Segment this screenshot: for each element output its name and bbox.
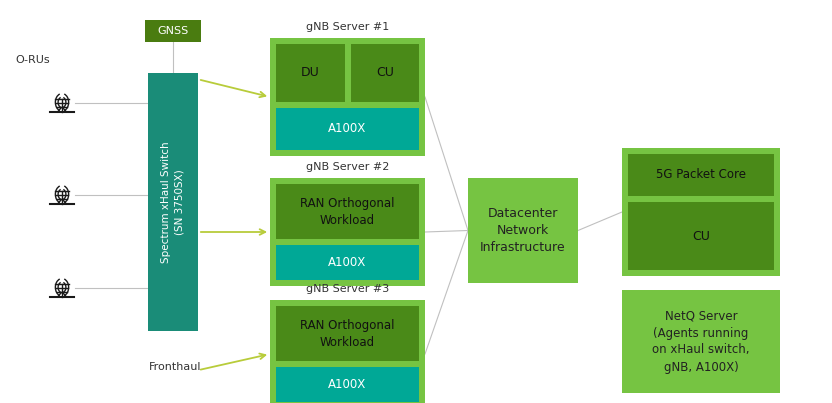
Bar xyxy=(276,108,419,150)
Text: A100X: A100X xyxy=(329,256,367,269)
Text: Datacenter
Network
Infrastructure: Datacenter Network Infrastructure xyxy=(480,207,566,254)
Text: RAN Orthogonal
Workload: RAN Orthogonal Workload xyxy=(300,318,394,349)
Text: GNSS: GNSS xyxy=(157,26,189,36)
Bar xyxy=(148,73,198,331)
Text: CU: CU xyxy=(376,66,394,79)
Text: Fronthaul: Fronthaul xyxy=(149,362,201,372)
Bar xyxy=(622,290,780,393)
Bar xyxy=(628,154,774,196)
Bar xyxy=(276,367,419,402)
Bar xyxy=(276,245,419,280)
Text: A100X: A100X xyxy=(329,378,367,391)
Bar xyxy=(276,306,419,361)
Text: CU: CU xyxy=(692,229,710,243)
Text: NetQ Server
(Agents running
on xHaul switch,
gNB, A100X): NetQ Server (Agents running on xHaul swi… xyxy=(652,310,750,374)
Bar xyxy=(270,178,425,286)
Text: RAN Orthogonal
Workload: RAN Orthogonal Workload xyxy=(300,197,394,226)
Text: Spectrum xHaul Switch
(SN 3750SX): Spectrum xHaul Switch (SN 3750SX) xyxy=(161,141,185,263)
Bar xyxy=(628,202,774,270)
Text: gNB Server #1: gNB Server #1 xyxy=(306,22,389,32)
Bar xyxy=(350,44,419,102)
Bar xyxy=(270,300,425,403)
Bar xyxy=(270,38,425,156)
Text: gNB Server #3: gNB Server #3 xyxy=(306,284,389,294)
Bar xyxy=(276,184,419,239)
Bar xyxy=(276,44,344,102)
Text: A100X: A100X xyxy=(329,123,367,135)
Text: 5G Packet Core: 5G Packet Core xyxy=(656,168,746,181)
Text: O-RUs: O-RUs xyxy=(15,55,50,65)
Bar xyxy=(468,178,578,283)
Text: DU: DU xyxy=(301,66,319,79)
Bar xyxy=(622,148,780,276)
Bar xyxy=(145,20,201,42)
Text: gNB Server #2: gNB Server #2 xyxy=(306,162,389,172)
